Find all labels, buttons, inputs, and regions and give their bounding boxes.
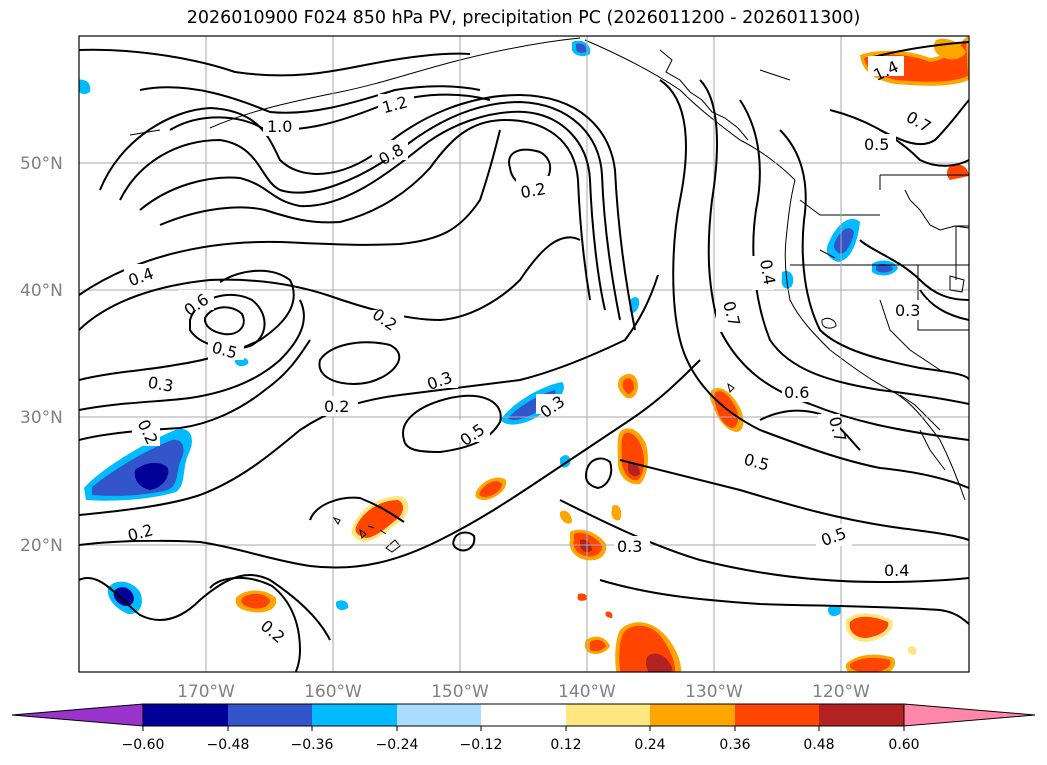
lat-label: 40°N (20, 281, 63, 301)
contour-label: 0.3 (895, 301, 920, 320)
lon-labels: 170°W 160°W 150°W 140°W 130°W 120°W (177, 682, 870, 702)
colorbar-segment (228, 704, 312, 726)
lat-label: 30°N (20, 408, 63, 428)
contour-label: 0.2 (519, 179, 547, 202)
contour-label: 0.6 (784, 383, 809, 402)
map-title: 2026010900 F024 850 hPa PV, precipitatio… (186, 8, 861, 28)
lon-label: 150°W (431, 682, 489, 702)
colorbar-extend-left (11, 703, 144, 727)
lon-label: 160°W (304, 682, 362, 702)
colorbar-segment (312, 704, 397, 726)
gridlines (79, 36, 969, 672)
colorbar-tick-label: 0.48 (803, 737, 834, 753)
colorbar-tick-label: 0.24 (634, 737, 665, 753)
lat-label: 50°N (20, 154, 63, 174)
colorbar-tick-label: −0.12 (460, 737, 503, 753)
colorbar-segment (819, 704, 904, 726)
contour-label: 0.3 (617, 537, 642, 556)
colorbar-tick-label: 0.36 (719, 737, 750, 753)
contour-label: 0.4 (756, 258, 779, 286)
colorbar-segment (397, 704, 481, 726)
colorbar-tick-label: 0.12 (550, 737, 581, 753)
colorbar: −0.60 −0.48 −0.36 −0.24 −0.12 0.12 0.24 … (11, 703, 1036, 753)
colorbar-segment (735, 704, 819, 726)
contour-label: 0.5 (864, 135, 889, 154)
contour-label: 1.0 (267, 117, 292, 136)
lon-label: 120°W (812, 682, 870, 702)
colorbar-tick-label: −0.36 (291, 737, 334, 753)
colorbar-tick-label: 0.60 (888, 737, 919, 753)
lat-labels: 50°N 40°N 30°N 20°N (20, 154, 63, 556)
contour-label: 0.4 (884, 561, 909, 580)
contour-label: 0.3 (146, 373, 174, 396)
colorbar-extend-right (903, 703, 1036, 727)
colorbar-segment (650, 704, 735, 726)
map-frame (78, 35, 970, 673)
contour-label: 0.2 (324, 397, 349, 416)
colorbar-segment (481, 704, 566, 726)
colorbar-segment (143, 704, 228, 726)
colorbar-tick-label: −0.48 (207, 737, 250, 753)
lon-label: 130°W (685, 682, 743, 702)
lat-label: 20°N (20, 536, 63, 556)
lon-label: 140°W (558, 682, 616, 702)
island-outlines (332, 225, 969, 539)
colorbar-segment (566, 704, 650, 726)
precip-positive-areas (235, 36, 969, 672)
colorbar-tick-label: −0.24 (376, 737, 419, 753)
contour-labels: 1.0 1.2 0.8 0.2 1.4 0.7 0.5 0.4 0.6 0.5 … (124, 56, 938, 647)
lon-label: 170°W (177, 682, 235, 702)
colorbar-tick-label: −0.60 (122, 737, 165, 753)
